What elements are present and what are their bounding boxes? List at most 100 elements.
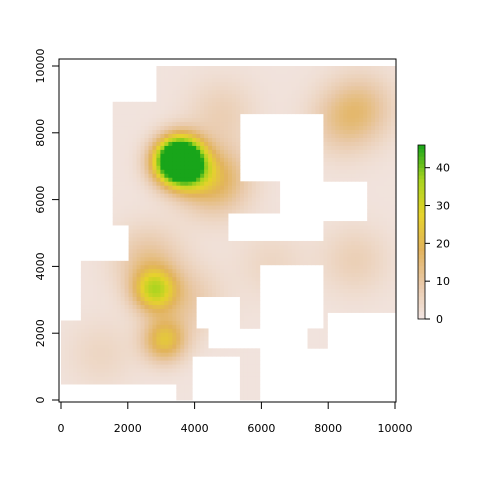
heatmap-cell	[164, 101, 169, 107]
heatmap-cell	[271, 256, 277, 262]
heatmap-cell	[243, 284, 249, 290]
heatmap-cell	[347, 229, 352, 234]
heatmap-cell	[323, 81, 328, 87]
heatmap-cell	[120, 165, 126, 170]
heatmap-cell	[216, 89, 221, 95]
heatmap-cell	[371, 85, 376, 91]
heatmap-cell	[144, 101, 149, 107]
heatmap-cell	[196, 77, 201, 83]
heatmap-cell	[164, 109, 169, 115]
heatmap-cell	[108, 328, 114, 333]
heatmap-cell	[220, 197, 225, 202]
heatmap-cell	[80, 280, 86, 286]
heatmap-cell	[291, 66, 296, 71]
heatmap-cell	[124, 320, 129, 325]
heatmap-cell	[231, 288, 237, 294]
heatmap-cell	[144, 296, 149, 301]
heatmap-cell	[287, 77, 293, 83]
heatmap-cell	[220, 181, 225, 186]
heatmap-cell	[231, 145, 237, 150]
heatmap-cell	[224, 348, 229, 353]
heatmap-cell	[100, 296, 106, 301]
heatmap-cell	[347, 93, 352, 99]
heatmap-cell	[188, 332, 193, 337]
heatmap-cell	[96, 284, 102, 290]
heatmap-cell	[104, 296, 110, 301]
heatmap-cell	[152, 145, 157, 150]
heatmap-cell	[164, 233, 169, 238]
heatmap-cell	[160, 129, 165, 134]
heatmap-cell	[271, 185, 277, 190]
heatmap-cell	[196, 288, 201, 294]
heatmap-cell	[116, 209, 122, 214]
heatmap-cell	[116, 280, 122, 286]
heatmap-cell	[64, 344, 70, 349]
heatmap-cell	[335, 137, 340, 142]
heatmap-cell	[327, 161, 332, 166]
heatmap-cell	[116, 165, 122, 170]
heatmap-cell	[351, 288, 356, 294]
heatmap-cell	[367, 229, 372, 234]
heatmap-cell	[383, 66, 388, 71]
heatmap-cell	[359, 85, 364, 91]
heatmap-cell	[144, 300, 149, 305]
heatmap-cell	[331, 308, 336, 313]
heatmap-cell	[184, 296, 189, 301]
heatmap-cell	[339, 145, 344, 150]
heatmap-cell	[208, 97, 213, 103]
heatmap-cell	[208, 292, 213, 298]
heatmap-cell	[204, 328, 209, 333]
heatmap-cell	[172, 205, 177, 210]
heatmap-cell	[64, 340, 70, 345]
heatmap-cell	[319, 244, 324, 250]
heatmap-cell	[220, 77, 225, 83]
heatmap-cell	[204, 209, 209, 214]
heatmap-cell	[331, 169, 336, 174]
heatmap-cell	[235, 169, 241, 174]
heatmap-cell	[120, 181, 126, 186]
heatmap-cell	[391, 296, 396, 301]
heatmap-cell	[176, 137, 181, 142]
heatmap-cell	[168, 380, 173, 385]
heatmap-cell	[391, 225, 396, 230]
heatmap-cell	[303, 93, 308, 99]
heatmap-cell	[200, 268, 205, 274]
heatmap-cell	[303, 260, 308, 266]
heatmap-cell	[112, 296, 118, 301]
heatmap-cell	[231, 125, 237, 131]
heatmap-cell	[132, 300, 137, 305]
heatmap-cell	[343, 304, 348, 309]
heatmap-cell	[92, 352, 98, 357]
heatmap-cell	[391, 280, 396, 286]
heatmap-cell	[303, 85, 308, 91]
heatmap-cell	[359, 145, 364, 150]
heatmap-cell	[80, 336, 86, 341]
heatmap-cell	[391, 268, 396, 274]
heatmap-cell	[108, 356, 114, 361]
heatmap-cell	[363, 117, 368, 123]
heatmap-cell	[164, 129, 169, 134]
heatmap-cell	[224, 260, 229, 266]
heatmap-cell	[180, 221, 185, 226]
heatmap-cell	[287, 105, 293, 111]
legend-color-step	[418, 311, 425, 316]
heatmap-cell	[196, 268, 201, 274]
heatmap-cell	[391, 229, 396, 234]
heatmap-cell	[224, 145, 229, 150]
heatmap-cell	[196, 117, 201, 123]
heatmap-cell	[164, 328, 169, 333]
heatmap-cell	[180, 316, 185, 321]
heatmap-cell	[68, 324, 74, 329]
heatmap-cell	[339, 308, 344, 313]
heatmap-cell	[112, 328, 118, 333]
heatmap-cell	[180, 129, 185, 134]
heatmap-cell	[212, 280, 217, 286]
heatmap-cell	[140, 264, 145, 270]
heatmap-cell	[391, 185, 396, 190]
heatmap-cell	[116, 121, 122, 127]
heatmap-cell	[239, 268, 245, 274]
heatmap-cell	[239, 360, 245, 365]
heatmap-cell	[68, 368, 74, 373]
heatmap-cell	[251, 97, 257, 103]
heatmap-cell	[208, 141, 213, 146]
